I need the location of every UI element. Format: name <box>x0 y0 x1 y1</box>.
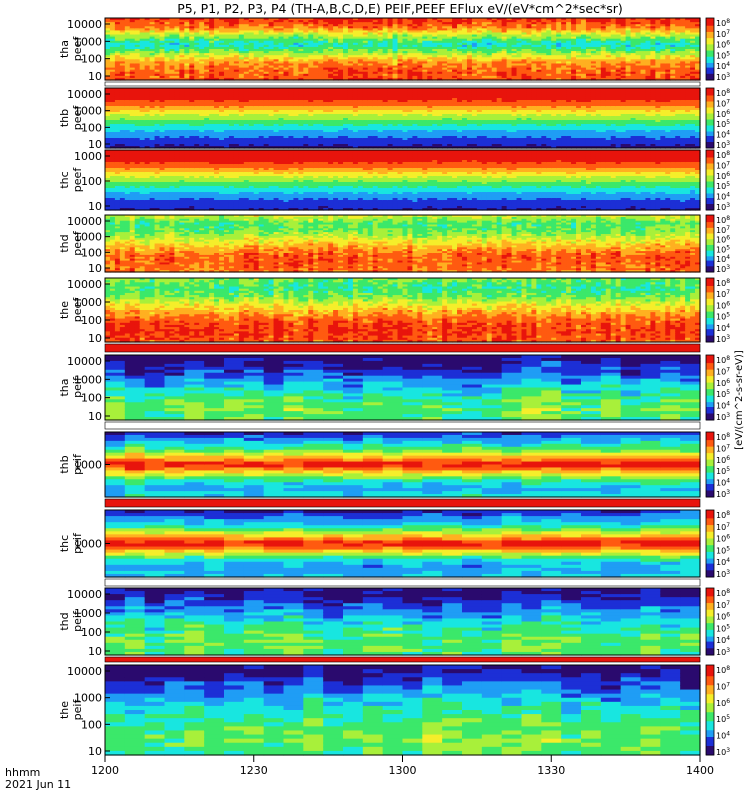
colorbar-tick-label: 107 <box>716 29 730 39</box>
colorbar-tick-label: 103 <box>716 72 730 82</box>
heatmap-cells <box>105 18 701 81</box>
panel-probe-label: tha <box>58 40 71 58</box>
panel-thb-peef: 10100100010000thb peef103104105106107108 <box>58 88 730 151</box>
colorbar-tick-label: 108 <box>716 18 730 28</box>
chart-title: P5, P1, P2, P3, P4 (TH-A,B,C,D,E) PEIF,P… <box>177 1 623 16</box>
colorbar: 103104105106107108 <box>706 18 730 82</box>
panel-product-label: peef <box>71 36 84 62</box>
y-tick-label: 10 <box>88 70 102 83</box>
colorbar-tick-label: 105 <box>716 50 730 60</box>
colorbar-tick-label: 104 <box>716 61 730 71</box>
heatmap-cells <box>105 88 701 149</box>
y-tick-label: 10000 <box>67 18 102 31</box>
colorbar-tick-label: 106 <box>716 40 730 50</box>
y-tick-label: 100 <box>81 53 102 66</box>
